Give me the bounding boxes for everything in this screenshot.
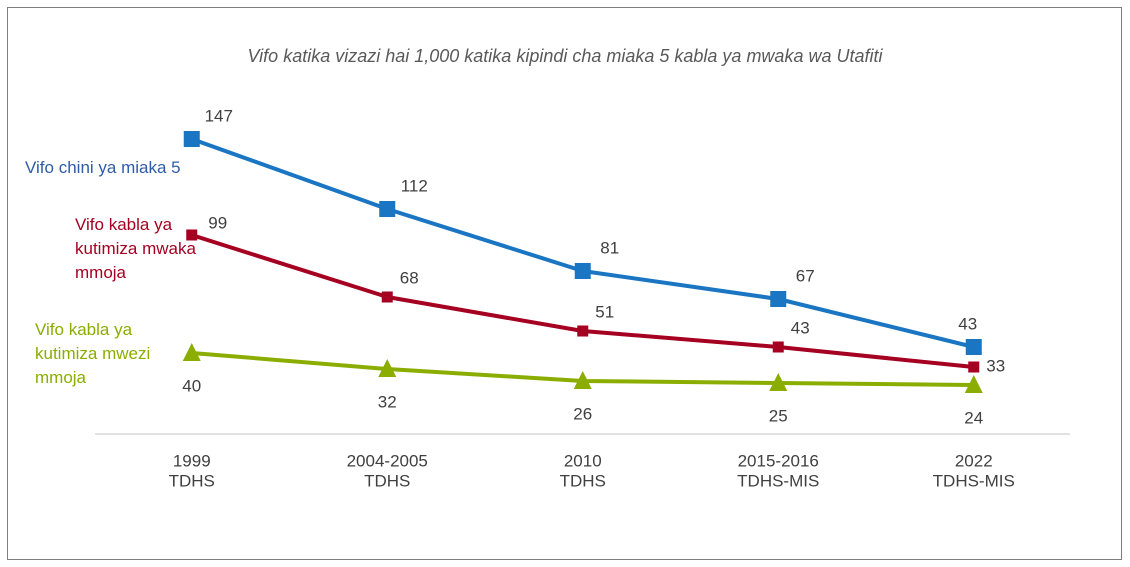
value-label: 26 [573,404,592,423]
value-label: 112 [401,176,428,195]
value-label: 24 [964,408,983,427]
marker [770,291,787,307]
marker [186,229,198,241]
value-label: 67 [796,266,815,285]
marker [182,343,201,361]
x-tick-label: 1999 [173,451,211,470]
chart-frame [7,7,1122,560]
x-tick-label: 2022 [955,451,993,470]
legend-label: Vifo kabla ya kutimiza mwaka mmoja [75,215,196,282]
marker [574,263,591,279]
x-tick-label: TDHS-MIS [933,471,1015,490]
x-tick-label: TDHS [560,471,606,490]
x-tick-label: TDHS [364,471,410,490]
value-label: 81 [600,238,619,257]
value-label: 43 [791,318,810,337]
marker [573,371,592,389]
marker [964,375,983,393]
x-tick-label: 2015-2016 [738,451,819,470]
marker [577,325,589,337]
marker [183,131,200,147]
x-tick-label: 2010 [564,451,602,470]
x-tick-label: TDHS [169,471,215,490]
value-label: 147 [205,106,233,125]
value-label: 32 [378,392,397,411]
value-label: 99 [208,213,227,232]
x-tick-label: TDHS-MIS [737,471,819,490]
value-label: 43 [958,314,977,333]
value-label: 40 [182,376,201,395]
marker [378,359,397,377]
x-tick-label: 2004-2005 [347,451,428,470]
marker [968,361,980,373]
legend-label: Vifo chini ya miaka 5 [25,158,181,177]
legend-label: Vifo kabla ya kutimiza mwezi mmoja [35,320,151,387]
marker [769,373,788,391]
value-label: 33 [986,356,1005,375]
chart-title: Vifo katika vizazi hai 1,000 katika kipi… [248,46,884,66]
series-line [191,137,975,349]
value-label: 51 [595,302,614,321]
value-label: 25 [769,406,788,425]
series-line [191,233,974,369]
marker [772,341,784,353]
value-label: 68 [400,268,419,287]
marker [965,339,982,355]
marker [379,201,396,217]
marker [381,291,393,303]
